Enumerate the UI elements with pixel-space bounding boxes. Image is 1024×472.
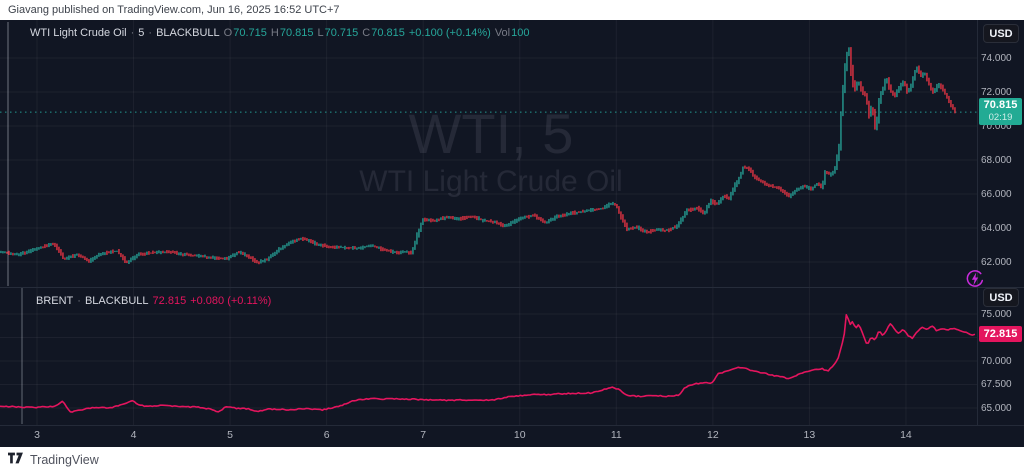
time-tick-label: 5: [227, 429, 234, 441]
last-price-label-wti: 70.815 02:19: [979, 98, 1022, 125]
ohlc-high-label: H: [270, 27, 279, 39]
ohlc-low-label: L: [317, 27, 324, 39]
legend-wti: WTI Light Crude Oil · 5 · BLACKBULL O70.715 H7…: [30, 27, 533, 39]
legend-brent-exchange: BLACKBULL: [84, 295, 149, 307]
last-price-value-wti: 70.815: [983, 99, 1018, 111]
volume-value: 100: [511, 27, 530, 39]
last-price-value-brent: 72.815: [983, 328, 1018, 340]
publisher-text: Giavang published on TradingView.com, Ju…: [8, 4, 340, 16]
time-axis-border: [0, 425, 1024, 426]
price-tick-label-brent: 65.000: [981, 402, 1012, 414]
boost-lightning-icon[interactable]: [965, 269, 985, 289]
time-tick-label: 10: [513, 429, 526, 441]
brent-change-value: +0.080 (+0.11%): [190, 295, 272, 307]
time-tick-label: 14: [900, 429, 912, 441]
last-price-label-brent: 72.815: [979, 326, 1022, 342]
currency-button-brent[interactable]: USD: [983, 288, 1019, 307]
chart-area[interactable]: WTI, 5 WTI Light Crude Oil WTI Light Cru…: [0, 20, 1024, 447]
footer-bar: TradingView: [0, 447, 1024, 472]
time-tick-label: 11: [610, 429, 622, 441]
price-tick-label-wti: 62.000: [981, 256, 1012, 268]
price-tick-label-wti: 74.000: [981, 52, 1012, 64]
price-tick-label-wti: 72.000: [981, 86, 1012, 98]
legend-wti-symbol[interactable]: WTI Light Crude Oil: [30, 27, 127, 39]
legend-separator: ·: [77, 295, 81, 307]
price-tick-label-brent: 67.500: [981, 379, 1012, 390]
brent-last-value: 72.815: [152, 295, 187, 307]
time-tick-label: 7: [420, 429, 427, 441]
price-tick-label-wti: 68.000: [981, 154, 1012, 166]
ohlc-low-value: 70.715: [324, 27, 359, 39]
time-tick-label: 12: [707, 429, 719, 441]
ohlc-close-value: 70.815: [371, 27, 405, 39]
time-tick-label: 4: [130, 429, 137, 441]
ohlc-close-label: C: [362, 27, 371, 39]
price-axis-border: [977, 20, 978, 425]
legend-brent: BRENT · BLACKBULL 72.815 +0.080 (+0.11%): [36, 295, 275, 307]
price-tick-label-wti: 66.000: [981, 188, 1012, 200]
tradingview-brand-text[interactable]: TradingView: [30, 452, 99, 467]
legend-separator: ·: [148, 27, 153, 39]
time-tick-label: 6: [323, 429, 330, 441]
legend-wti-exchange: BLACKBULL: [156, 27, 220, 39]
volume-label: Vol: [494, 27, 511, 39]
ohlc-high-value: 70.815: [279, 27, 314, 39]
legend-separator: ·: [130, 27, 135, 39]
ohlc-open-label: O: [223, 27, 233, 39]
time-tick-label: 3: [34, 429, 40, 441]
chart-canvas[interactable]: [0, 20, 1024, 447]
currency-button-wti[interactable]: USD: [983, 24, 1019, 43]
bar-countdown: 02:19: [988, 112, 1013, 123]
pane-divider[interactable]: [0, 287, 1024, 288]
time-tick-label: 13: [803, 429, 816, 441]
legend-wti-interval[interactable]: 5: [138, 27, 145, 39]
price-tick-label-wti: 64.000: [981, 222, 1012, 234]
ohlc-open-value: 70.715: [233, 27, 267, 39]
change-value: +0.100 (+0.14%): [408, 27, 491, 39]
legend-brent-symbol[interactable]: BRENT: [36, 295, 74, 307]
publisher-bar: Giavang published on TradingView.com, Ju…: [0, 0, 1024, 20]
price-tick-label-wti: 70.000: [981, 120, 1012, 132]
tradingview-logo-icon[interactable]: [8, 451, 24, 469]
price-tick-label-brent: 75.000: [981, 308, 1012, 320]
price-tick-label-brent: 70.000: [981, 355, 1012, 367]
